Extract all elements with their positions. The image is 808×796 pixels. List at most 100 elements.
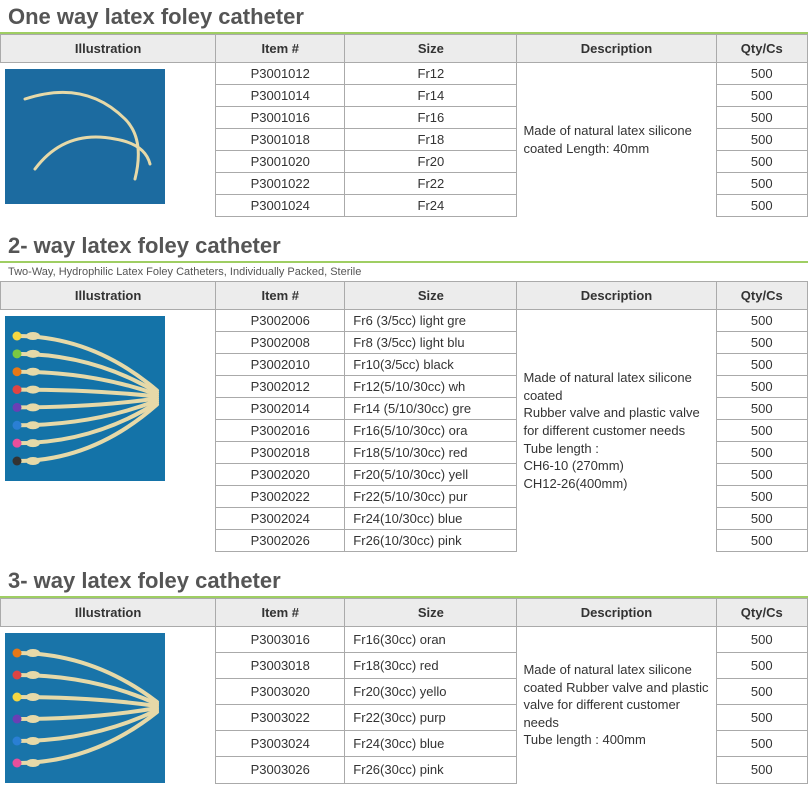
cell-qty: 500: [716, 63, 808, 85]
cell-qty: 500: [716, 679, 808, 705]
cell-item: P3002026: [216, 530, 345, 552]
cell-qty: 500: [716, 107, 808, 129]
cell-qty: 500: [716, 151, 808, 173]
col-qty: Qty/Cs: [716, 599, 808, 627]
cell-size: Fr24(10/30cc) blue: [345, 508, 517, 530]
col-size: Size: [345, 35, 517, 63]
cell-qty: 500: [716, 705, 808, 731]
section-subtitle: Two-Way, Hydrophilic Latex Foley Cathete…: [0, 263, 808, 281]
cell-qty: 500: [716, 627, 808, 653]
cell-qty: 500: [716, 757, 808, 783]
cell-qty: 500: [716, 398, 808, 420]
table-row: P3002006Fr6 (3/5cc) light greMade of nat…: [1, 310, 808, 332]
cell-size: Fr22(30cc) purp: [345, 705, 517, 731]
col-item: Item #: [216, 35, 345, 63]
col-description: Description: [517, 282, 716, 310]
col-qty: Qty/Cs: [716, 282, 808, 310]
cell-size: Fr20(5/10/30cc) yell: [345, 464, 517, 486]
table-row: P3001012Fr12Made of natural latex silico…: [1, 63, 808, 85]
cell-item: P3003020: [216, 679, 345, 705]
cell-qty: 500: [716, 508, 808, 530]
cell-size: Fr22(5/10/30cc) pur: [345, 486, 517, 508]
col-qty: Qty/Cs: [716, 35, 808, 63]
cell-qty: 500: [716, 310, 808, 332]
cell-item: P3003022: [216, 705, 345, 731]
cell-size: Fr16(5/10/30cc) ora: [345, 420, 517, 442]
cell-qty: 500: [716, 731, 808, 757]
cell-item: P3003026: [216, 757, 345, 783]
cell-item: P3002014: [216, 398, 345, 420]
cell-qty: 500: [716, 486, 808, 508]
cell-item: P3002006: [216, 310, 345, 332]
cell-size: Fr10(3/5cc) black: [345, 354, 517, 376]
section-title: 3- way latex foley catheter: [0, 564, 808, 598]
cell-item: P3002020: [216, 464, 345, 486]
cell-item: P3002018: [216, 442, 345, 464]
cell-size: Fr20(30cc) yello: [345, 679, 517, 705]
illustration-cell: [1, 627, 216, 784]
cell-qty: 500: [716, 85, 808, 107]
cell-qty: 500: [716, 376, 808, 398]
cell-qty: 500: [716, 332, 808, 354]
col-illustration: Illustration: [1, 35, 216, 63]
cell-size: Fr18(5/10/30cc) red: [345, 442, 517, 464]
cell-item: P3002012: [216, 376, 345, 398]
col-description: Description: [517, 35, 716, 63]
cell-item: P3002008: [216, 332, 345, 354]
section-title: One way latex foley catheter: [0, 0, 808, 34]
section-title: 2- way latex foley catheter: [0, 229, 808, 263]
cell-item: P3001014: [216, 85, 345, 107]
product-table: Illustration Item # Size Description Qty…: [0, 34, 808, 217]
col-size: Size: [345, 282, 517, 310]
illustration-cell: [1, 63, 216, 217]
cell-item: P3002024: [216, 508, 345, 530]
section-0: One way latex foley catheter Illustratio…: [0, 0, 808, 217]
cell-qty: 500: [716, 442, 808, 464]
cell-qty: 500: [716, 464, 808, 486]
cell-qty: 500: [716, 420, 808, 442]
cell-size: Fr24(30cc) blue: [345, 731, 517, 757]
cell-item: P3002010: [216, 354, 345, 376]
product-table: Illustration Item # Size Description Qty…: [0, 598, 808, 784]
cell-qty: 500: [716, 173, 808, 195]
cell-size: Fr18: [345, 129, 517, 151]
cell-item: P3003016: [216, 627, 345, 653]
cell-item: P3001018: [216, 129, 345, 151]
cell-size: Fr26(10/30cc) pink: [345, 530, 517, 552]
section-2: 3- way latex foley catheter Illustration…: [0, 564, 808, 784]
cell-description: Made of natural latex silicone coated Ru…: [517, 627, 716, 784]
product-table: Illustration Item # Size Description Qty…: [0, 281, 808, 552]
cell-item: P3002016: [216, 420, 345, 442]
cell-size: Fr6 (3/5cc) light gre: [345, 310, 517, 332]
col-description: Description: [517, 599, 716, 627]
cell-qty: 500: [716, 653, 808, 679]
cell-item: P3003018: [216, 653, 345, 679]
cell-size: Fr22: [345, 173, 517, 195]
cell-item: P3001016: [216, 107, 345, 129]
col-item: Item #: [216, 282, 345, 310]
cell-size: Fr18(30cc) red: [345, 653, 517, 679]
cell-size: Fr14 (5/10/30cc) gre: [345, 398, 517, 420]
cell-item: P3001020: [216, 151, 345, 173]
section-1: 2- way latex foley catheterTwo-Way, Hydr…: [0, 229, 808, 552]
cell-qty: 500: [716, 129, 808, 151]
col-item: Item #: [216, 599, 345, 627]
col-size: Size: [345, 599, 517, 627]
cell-size: Fr20: [345, 151, 517, 173]
cell-size: Fr14: [345, 85, 517, 107]
cell-size: Fr16(30cc) oran: [345, 627, 517, 653]
cell-size: Fr12: [345, 63, 517, 85]
cell-size: Fr26(30cc) pink: [345, 757, 517, 783]
cell-description: Made of natural latex silicone coatedRub…: [517, 310, 716, 552]
cell-item: P3001022: [216, 173, 345, 195]
table-row: P3003016Fr16(30cc) oranMade of natural l…: [1, 627, 808, 653]
cell-size: Fr8 (3/5cc) light blu: [345, 332, 517, 354]
cell-qty: 500: [716, 354, 808, 376]
cell-size: Fr24: [345, 195, 517, 217]
cell-size: Fr12(5/10/30cc) wh: [345, 376, 517, 398]
cell-item: P3001024: [216, 195, 345, 217]
cell-qty: 500: [716, 195, 808, 217]
col-illustration: Illustration: [1, 282, 216, 310]
cell-item: P3001012: [216, 63, 345, 85]
cell-item: P3002022: [216, 486, 345, 508]
